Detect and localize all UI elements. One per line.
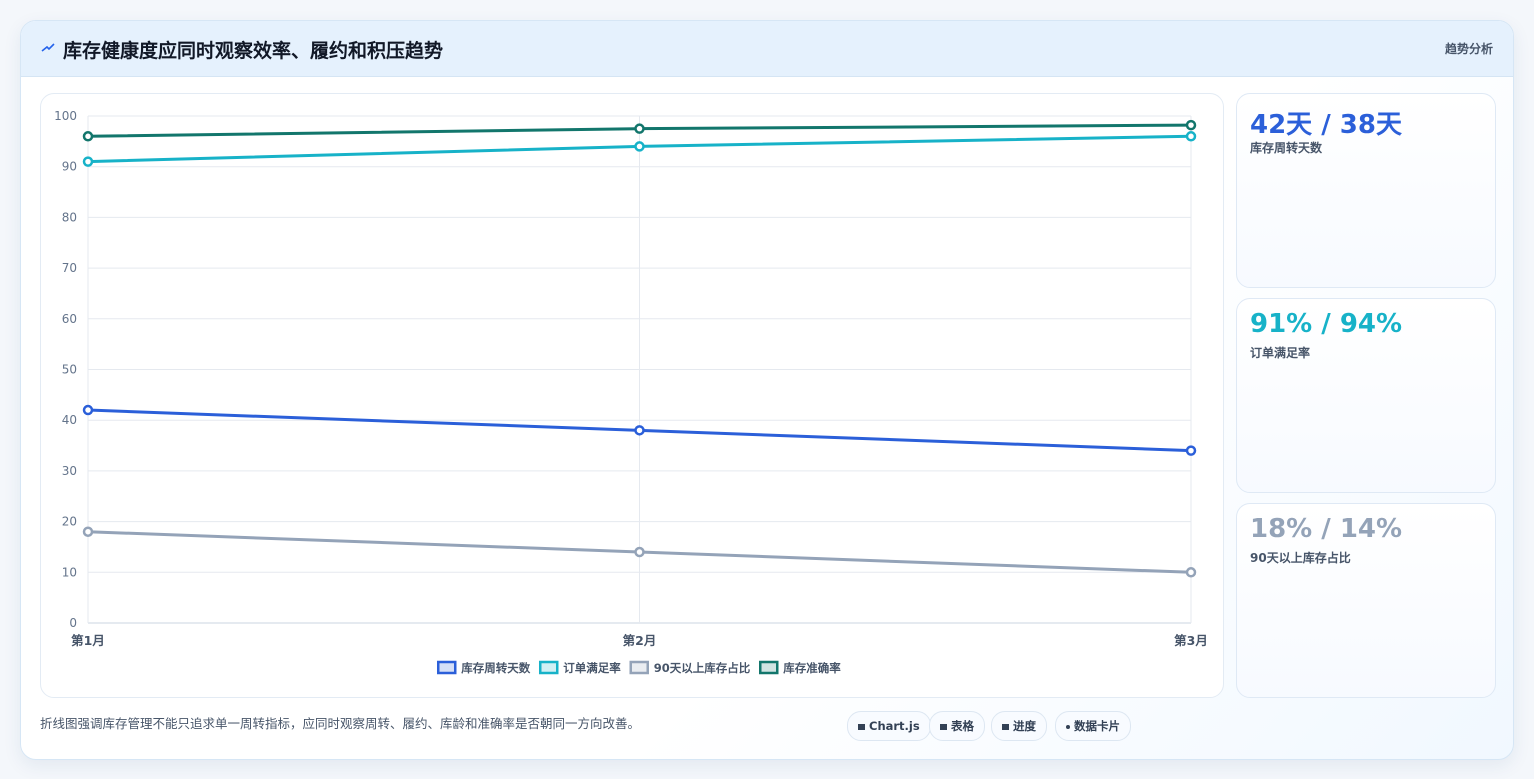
point bbox=[634, 141, 645, 152]
legend-label: 订单满足率 bbox=[563, 661, 621, 675]
chip-label: 进度 bbox=[1013, 719, 1036, 733]
point bbox=[82, 404, 94, 416]
chip[interactable]: 表格 bbox=[929, 711, 985, 741]
y-tick-label: 80 bbox=[62, 210, 77, 224]
stat-card: 18% / 14% 90天以上库存占比 bbox=[1236, 503, 1496, 698]
point bbox=[634, 546, 645, 558]
point bbox=[634, 123, 645, 134]
chip-icon bbox=[940, 723, 947, 730]
header-tag: 趋势分析 bbox=[1444, 42, 1493, 56]
y-tick-label: 0 bbox=[69, 616, 77, 630]
y-tick-label: 40 bbox=[62, 413, 77, 427]
legend-swatch bbox=[538, 660, 559, 675]
point bbox=[634, 425, 645, 436]
x-tick-label: 第1月 bbox=[71, 633, 105, 648]
legend-item: 库存周转天数 bbox=[436, 660, 531, 675]
header-icon bbox=[41, 43, 55, 52]
y-tick-label: 10 bbox=[62, 565, 77, 579]
chip-icon bbox=[858, 723, 865, 730]
point bbox=[1185, 567, 1197, 578]
chip[interactable]: Chart.js bbox=[847, 711, 931, 741]
y-tick-label: 20 bbox=[62, 515, 77, 529]
footer-note: 折线图强调库存管理不能只追求单一周转指标，应同时观察周转、履约、库龄和准确率是否… bbox=[40, 716, 641, 731]
chart-panel: 0 10 20 30 40 50 60 70 80 90 100 第1月 第2月 第3月库存周转天数 订单满… bbox=[40, 93, 1224, 698]
stat-value: 42天 / 38天 bbox=[1250, 110, 1402, 140]
stat-value: 91% / 94% bbox=[1250, 309, 1403, 339]
stat-label: 订单满足率 bbox=[1250, 346, 1311, 360]
x-tick-label: 第3月 bbox=[1174, 633, 1208, 648]
legend-label: 库存准确率 bbox=[783, 661, 841, 675]
x-tick-label: 第2月 bbox=[623, 633, 657, 648]
point bbox=[1185, 119, 1197, 131]
legend-label: 90天以上库存占比 bbox=[654, 661, 751, 675]
y-tick-label: 100 bbox=[54, 109, 77, 123]
chip-label: 数据卡片 bbox=[1074, 719, 1120, 733]
point bbox=[1185, 131, 1197, 142]
point bbox=[82, 131, 94, 142]
stat-label: 库存周转天数 bbox=[1250, 141, 1323, 155]
chip-label: Chart.js bbox=[869, 719, 920, 733]
legend-swatch bbox=[629, 660, 649, 675]
point bbox=[1185, 445, 1197, 456]
y-tick-label: 70 bbox=[62, 261, 77, 275]
point bbox=[82, 526, 94, 537]
chip[interactable]: 数据卡片 bbox=[1055, 711, 1131, 741]
y-tick-label: 30 bbox=[62, 464, 77, 478]
chip[interactable]: 进度 bbox=[991, 711, 1047, 741]
chip-icon bbox=[1002, 723, 1009, 730]
legend-swatch bbox=[436, 660, 457, 675]
legend-label: 库存周转天数 bbox=[461, 661, 530, 675]
legend-item: 库存准确率 bbox=[759, 660, 841, 675]
chip-icon bbox=[1066, 724, 1070, 729]
dashboard-card: 库存健康度应同时观察效率、履约和积压趋势 趋势分析 0 10 20 30 40 50 60 7… bbox=[20, 20, 1514, 760]
legend-item: 订单满足率 bbox=[538, 660, 621, 675]
y-tick-label: 50 bbox=[62, 363, 77, 377]
stat-value: 18% / 14% bbox=[1250, 514, 1403, 544]
header-title: 库存健康度应同时观察效率、履约和积压趋势 bbox=[63, 40, 444, 62]
y-tick-label: 90 bbox=[62, 160, 77, 174]
stat-label: 90天以上库存占比 bbox=[1250, 551, 1351, 565]
legend-swatch bbox=[759, 660, 779, 675]
y-tick-label: 60 bbox=[62, 312, 77, 326]
point bbox=[82, 156, 94, 167]
legend: 库存周转天数 订单满足率 90天以上库存占比 库存准确率 bbox=[436, 660, 841, 675]
legend-item: 90天以上库存占比 bbox=[629, 660, 751, 675]
chip-label: 表格 bbox=[951, 719, 974, 733]
stat-card: 91% / 94% 订单满足率 bbox=[1236, 298, 1496, 493]
stat-card: 42天 / 38天 库存周转天数 bbox=[1236, 93, 1496, 288]
header: 库存健康度应同时观察效率、履约和积压趋势 趋势分析 bbox=[21, 21, 1513, 77]
